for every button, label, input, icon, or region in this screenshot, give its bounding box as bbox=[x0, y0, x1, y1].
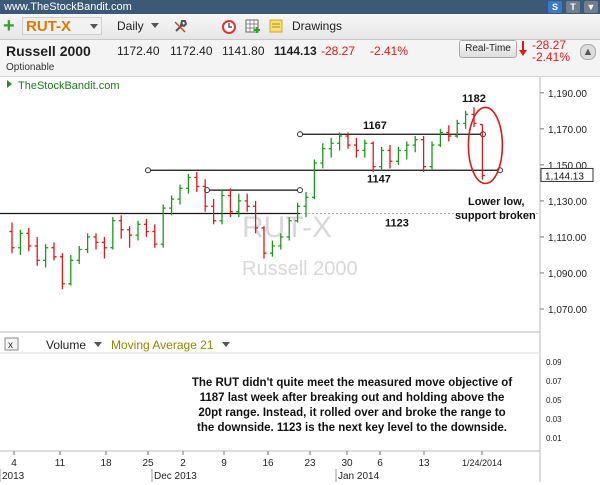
quote-bar: Russell 2000 1172.40 1172.40 1141.80 114… bbox=[0, 38, 600, 77]
chevron-down-icon[interactable] bbox=[90, 24, 98, 29]
chart-source-label: TheStockBandit.com bbox=[18, 80, 120, 92]
menu-button[interactable]: ▼ bbox=[584, 1, 598, 13]
low-price: 1141.80 bbox=[222, 44, 265, 58]
symbol-input[interactable]: RUT-X bbox=[22, 17, 102, 35]
down-arrow-icon bbox=[518, 40, 528, 58]
y-tick-label: 1,110.00 bbox=[548, 233, 587, 244]
interval-chevron-down-icon[interactable] bbox=[151, 23, 159, 28]
y-tick-label: 1,070.00 bbox=[548, 305, 587, 316]
x-tick-label: 9 bbox=[221, 458, 227, 469]
add-icon[interactable]: + bbox=[3, 15, 15, 37]
month-label: 2013 bbox=[2, 471, 25, 482]
volume-y-tick-label: 0.07 bbox=[546, 377, 562, 386]
instrument-name: Russell 2000 bbox=[6, 43, 91, 59]
commentary-line: the downside. 1123 is the next key level… bbox=[197, 422, 507, 434]
symbol-value: RUT-X bbox=[26, 18, 71, 35]
x-tick-label: 25 bbox=[142, 458, 154, 469]
commentary-line: 20pt range. Instead, it rolled over and … bbox=[198, 407, 505, 419]
level-label-1147: 1147 bbox=[367, 173, 391, 185]
annotation-text: Lower low, bbox=[468, 196, 524, 208]
volume-y-tick-label: 0.01 bbox=[546, 434, 562, 443]
clock-icon[interactable] bbox=[221, 18, 237, 34]
x-tick-label: 23 bbox=[304, 458, 316, 469]
last-price-box bbox=[540, 167, 594, 182]
toolbar: + RUT-X Daily Drawings bbox=[0, 14, 600, 40]
wrench-icon[interactable] bbox=[173, 18, 189, 34]
rt-change: -28.27 bbox=[532, 38, 567, 52]
chart-area: RUT-X Russell 2000 1,070.00 1,090.00 1,110.… bbox=[0, 77, 600, 485]
grid-icon[interactable] bbox=[245, 18, 261, 34]
note-icon[interactable] bbox=[268, 18, 284, 34]
collapse-triangle-icon[interactable] bbox=[7, 80, 12, 88]
volume-y-tick-label: 0.05 bbox=[546, 396, 562, 405]
x-tick-label: 11 bbox=[55, 458, 66, 469]
y-tick-label: 1,090.00 bbox=[548, 269, 587, 280]
watermark-name: Russell 2000 bbox=[242, 258, 358, 280]
level-label-1167: 1167 bbox=[363, 120, 387, 132]
x-tick-label: 16 bbox=[262, 458, 274, 469]
x-tick-label: 1/24/2014 bbox=[462, 458, 502, 468]
highlight-ellipse bbox=[467, 106, 504, 185]
open-price: 1172.40 bbox=[117, 44, 160, 58]
volume-label: Volume bbox=[46, 338, 86, 352]
ma-chevron-down-icon[interactable] bbox=[222, 342, 230, 347]
x-tick-label: 30 bbox=[341, 458, 353, 469]
real-time-button[interactable]: Real-Time bbox=[459, 40, 517, 58]
y-tick-label: 1,170.00 bbox=[548, 125, 587, 136]
level-label-1123: 1123 bbox=[385, 218, 409, 230]
optionable-label: Optionable bbox=[6, 62, 55, 73]
commentary-line: The RUT didn't quite meet the measured m… bbox=[192, 377, 512, 389]
last-price: 1144.13 bbox=[274, 44, 317, 58]
site-url: www.TheStockBandit.com bbox=[4, 1, 132, 13]
window-title-bar: www.TheStockBandit.com S T ▼ bbox=[0, 0, 600, 14]
rt-change-percent: -2.41% bbox=[532, 50, 571, 64]
volume-y-tick-label: 0.09 bbox=[546, 358, 562, 367]
resistance-line-1167-handle[interactable] bbox=[297, 131, 303, 138]
y-tick-label: 1,190.00 bbox=[548, 89, 587, 100]
drawings-menu[interactable]: Drawings bbox=[292, 19, 343, 33]
volume-y-tick-label: 0.03 bbox=[546, 415, 562, 424]
last-price-label: 1,144.13 bbox=[545, 171, 584, 182]
annotation-text: support broken bbox=[455, 210, 536, 222]
close-icon-glyph: x bbox=[8, 340, 13, 351]
text-button[interactable]: T bbox=[566, 1, 580, 13]
month-label: Dec 2013 bbox=[154, 471, 197, 482]
change: -28.27 bbox=[321, 44, 356, 58]
collapse-icon[interactable]: ▲ bbox=[580, 44, 596, 60]
high-price: 1172.40 bbox=[170, 44, 213, 58]
share-button[interactable]: S bbox=[548, 1, 562, 13]
level-label-1182: 1182 bbox=[462, 93, 486, 105]
commentary-line: 1187 last week after breaking out and ho… bbox=[200, 392, 505, 404]
moving-average-label: Moving Average 21 bbox=[111, 338, 214, 352]
y-tick-label: 1,130.00 bbox=[548, 197, 587, 208]
interval-select[interactable]: Daily bbox=[117, 19, 144, 33]
y-tick-label: 1,150.00 bbox=[548, 161, 587, 172]
range-line-1136-handle[interactable] bbox=[297, 187, 303, 194]
x-tick-label: 2 bbox=[180, 458, 186, 469]
close-icon[interactable] bbox=[4, 337, 19, 351]
x-tick-label: 13 bbox=[418, 458, 430, 469]
x-tick-label: 4 bbox=[11, 458, 17, 469]
x-tick-label: 18 bbox=[100, 458, 112, 469]
volume-chevron-down-icon[interactable] bbox=[94, 342, 102, 347]
month-label: Jan 2014 bbox=[338, 471, 380, 482]
change-percent: -2.41% bbox=[370, 44, 409, 58]
support-line-1147-handle[interactable] bbox=[145, 167, 151, 174]
x-tick-label: 6 bbox=[377, 458, 383, 469]
